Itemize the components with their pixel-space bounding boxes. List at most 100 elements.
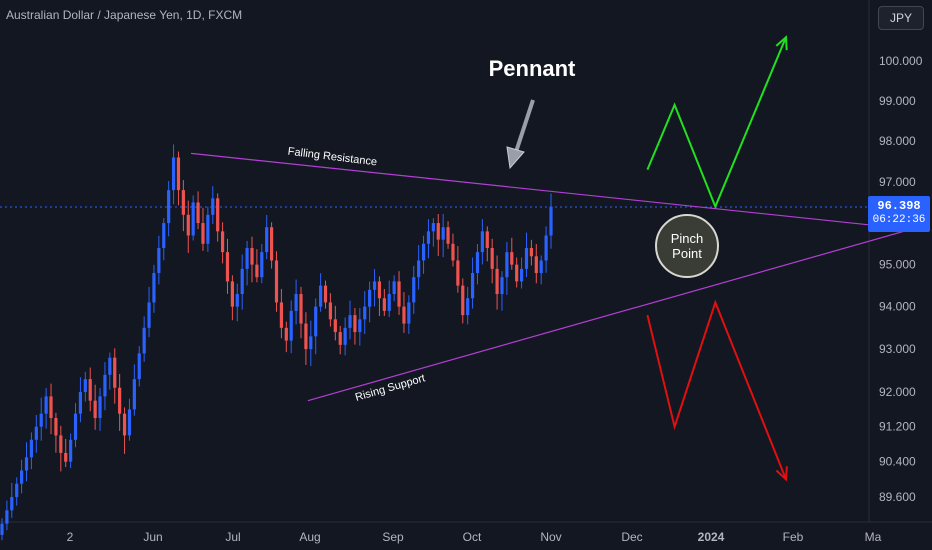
candle-body [534,256,538,274]
candle-body [323,285,328,303]
candle-body [466,298,470,316]
candle-body [368,289,372,307]
candle-body [294,294,298,311]
bearish-projection-arrowhead [775,466,788,482]
candle-body [64,452,68,462]
candle-body [108,357,112,375]
candle-body [216,198,220,232]
candle-body [265,227,269,253]
candle-body [446,227,450,244]
candle-body [397,281,401,307]
candle-body [29,439,34,458]
candle-body [49,396,53,419]
candle-body [402,306,406,324]
candle-body [196,202,200,224]
candle-body [515,264,519,282]
candle-body [5,510,9,524]
price-tick-label: 92.000 [879,385,916,399]
candle-body [191,202,195,236]
candle-body [44,396,48,414]
current-price-tag: 96.398 06:22:36 [868,196,930,232]
candle-body [167,190,171,224]
candle-body [284,327,288,341]
candle-body [132,379,136,410]
candle-body [24,457,29,471]
pinch-point-label: Point [672,246,702,261]
bullish-projection-line [646,36,787,210]
candle-body [475,252,480,274]
candle-body [436,223,440,240]
bar-countdown: 06:22:36 [872,214,926,226]
candle-body [113,357,117,388]
candle-body [319,285,323,307]
candle-body [73,413,78,440]
candle-body [59,435,63,453]
candle-body [181,190,185,215]
candle-body [407,302,411,324]
candle-body [333,319,337,333]
candle-body [338,332,342,345]
time-tick-label: 2 [67,530,74,544]
candle-body [240,268,244,295]
candle-body [495,268,499,295]
candle-body [186,214,190,236]
candle-body [363,306,367,320]
rising-support-line [307,228,912,402]
time-tick-label: Aug [299,530,320,544]
candle-body [10,497,14,511]
candle-body [524,247,529,269]
candle-body [93,400,97,419]
price-tick-label: 100.000 [879,54,923,68]
candle-body [377,281,382,299]
candle-body [372,281,377,290]
candle-body [505,252,509,278]
currency-button[interactable]: JPY [878,6,924,30]
candle-body [118,387,122,414]
bearish-projection-line [646,299,787,480]
candle-body [15,483,19,497]
time-tick-label: Jun [143,530,162,544]
candle-body [122,413,127,436]
candle-body [127,409,132,436]
candle-body [103,374,107,397]
candle-body [0,523,4,535]
price-tick-label: 98.000 [879,134,916,148]
candle-body [39,413,43,427]
candle-body [78,392,83,414]
candle-body [441,227,445,240]
candle-body [201,223,205,244]
price-axis: 100.000 99.000 98.000 97.000 95.000 94.000 93.… [879,54,923,504]
candle-body [230,281,234,307]
candle-body [314,306,318,337]
candle-body [392,281,396,295]
candle-body [490,247,494,269]
candle-body [500,277,504,295]
candle-body [549,206,553,236]
time-tick-label: Feb [783,530,804,544]
candle-body [279,302,284,328]
candle-body [235,294,239,307]
candle-body [225,252,230,282]
price-tick-label: 97.000 [879,175,916,189]
candle-body [176,157,181,191]
candle-body [83,379,87,393]
candle-body [69,439,73,462]
candle-body [348,315,352,328]
pennant-arrow-head [506,146,525,170]
candle-body [255,264,259,278]
pennant-label: Pennant [489,56,576,81]
candle-body [510,252,514,265]
price-tick-label: 95.000 [879,258,916,272]
bullish-projection-arrowhead [775,35,788,51]
candle-body [54,418,58,436]
candle-body [519,268,524,282]
pinch-point-circle [655,214,719,278]
candle-body [480,231,484,253]
candle-body [274,260,279,303]
time-tick-label: Ma [865,530,882,544]
candle-body [451,243,455,261]
current-price-value: 96.398 [877,199,921,213]
candle-body [211,198,215,215]
